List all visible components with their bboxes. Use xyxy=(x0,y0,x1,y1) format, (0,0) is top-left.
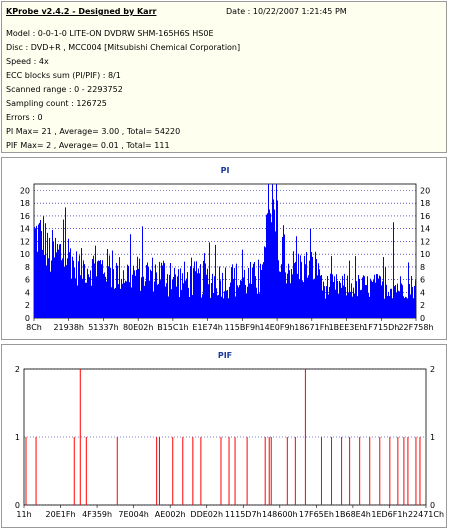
y-tick-label-right: 0 xyxy=(430,501,435,510)
x-tick-label: 22F758h xyxy=(398,323,433,332)
y-tick-label-left: 14 xyxy=(20,225,30,234)
pif-chart-panel: PIF 0 0 1 1 2 2 11h 20E1Fh 4F359h 7E004h AE002h DDE0… xyxy=(1,344,447,528)
x-tick-label: 14E0F9h xyxy=(260,323,295,332)
ecc-line: ECC blocks sum (PI/PIF) : 8/1 xyxy=(6,71,121,80)
x-tick-label: AE002h xyxy=(155,510,186,519)
x-tick-label: 7E004h xyxy=(118,510,148,519)
x-tick-label: 80E02h xyxy=(123,323,153,332)
x-tick-label: B15C1h xyxy=(157,323,188,332)
y-tick-label-right: 2 xyxy=(420,301,425,310)
y-tick-label-left: 4 xyxy=(25,288,30,297)
y-tick-label-left: 2 xyxy=(15,365,20,374)
y-tick-label-right: 18 xyxy=(420,199,430,208)
plot-frame xyxy=(23,368,427,506)
pi-chart: PI 0 0 2 2 4 4 6 6 8 8 10 10 12 12 14 14 16 16 18 18 20 20 8Ch 2… xyxy=(20,166,434,332)
y-tick-label-left: 0 xyxy=(25,314,30,323)
x-tick-label: 17F65Eh xyxy=(299,510,334,519)
x-tick-label: 1B68E4h xyxy=(335,510,371,519)
x-tick-label: 1F715Dh xyxy=(363,323,399,332)
x-tick-label: E1E74h xyxy=(192,323,222,332)
y-tick-label-left: 8 xyxy=(25,263,30,272)
y-tick-label-right: 8 xyxy=(420,263,425,272)
chart-title: PIF xyxy=(218,351,232,360)
x-tick-label: 51337h xyxy=(88,323,119,332)
x-tick-label: 115BF9h xyxy=(225,323,261,332)
y-tick-label-right: 4 xyxy=(420,288,425,297)
x-tick-label: 1ED6F1h xyxy=(371,510,407,519)
x-tick-label: 8Ch xyxy=(26,323,42,332)
x-tick-label: 1BEE3Eh xyxy=(329,323,365,332)
y-tick-label-left: 2 xyxy=(25,301,30,310)
y-tick-label-left: 12 xyxy=(20,237,30,246)
y-tick-label-right: 16 xyxy=(420,212,430,221)
x-tick-label: 22471Ch xyxy=(408,510,444,519)
y-tick-label-right: 12 xyxy=(420,237,430,246)
x-tick-label: 4F359h xyxy=(82,510,112,519)
sampling-line: Sampling count : 126725 xyxy=(6,99,107,108)
y-tick-label-left: 0 xyxy=(15,501,20,510)
app-title: KProbe v2.4.2 - Designed by Karr xyxy=(6,7,157,16)
y-tick-label-right: 1 xyxy=(430,433,435,442)
y-tick-label-left: 10 xyxy=(20,250,30,259)
y-tick-label-right: 10 xyxy=(420,250,430,259)
speed-line: Speed : 4x xyxy=(6,57,49,66)
x-tick-label: 20E1Fh xyxy=(46,510,76,519)
range-line: Scanned range : 0 - 2293752 xyxy=(6,85,123,94)
y-tick-label-left: 1 xyxy=(15,433,20,442)
x-tick-label: 11h xyxy=(16,510,31,519)
x-tick-label: DDE02h xyxy=(190,510,223,519)
y-tick-label-right: 14 xyxy=(420,225,430,234)
errors-line: Errors : 0 xyxy=(6,113,43,122)
y-tick-label-right: 20 xyxy=(420,186,430,195)
x-tick-label: 21938h xyxy=(53,323,84,332)
model-line: Model : 0-0-1-0 LITE-ON DVDRW SHM-165H6S… xyxy=(6,29,214,38)
y-tick-label-right: 6 xyxy=(420,276,425,285)
y-tick-label-left: 18 xyxy=(20,199,30,208)
pif-chart: PIF 0 0 1 1 2 2 11h 20E1Fh 4F359h 7E004h AE002h DDE0… xyxy=(15,351,444,519)
chart-title: PI xyxy=(221,166,230,175)
pi-chart-panel: PI 0 0 2 2 4 4 6 6 8 8 10 10 12 12 14 14 16 16 18 18 20 20 8Ch 2… xyxy=(1,157,447,340)
disc-line: Disc : DVD+R , MCC004 [Mitsubishi Chemic… xyxy=(6,43,241,52)
pif-summary-line: PIF Max= 2 , Average= 0.01 , Total= 111 xyxy=(6,141,170,150)
y-tick-label-left: 6 xyxy=(25,276,30,285)
x-tick-label: 148600h xyxy=(262,510,298,519)
scan-date: Date : 10/22/2007 1:21:45 PM xyxy=(226,7,347,16)
info-panel: KProbe v2.4.2 - Designed by Karr Date : … xyxy=(1,1,447,153)
y-tick-label-left: 16 xyxy=(20,212,30,221)
x-tick-label: 1115D7h xyxy=(225,510,262,519)
x-tick-label: 18671Fh xyxy=(294,323,329,332)
y-tick-label-right: 0 xyxy=(420,314,425,323)
pi-summary-line: PI Max= 21 , Average= 3.00 , Total= 5422… xyxy=(6,127,181,136)
y-tick-label-right: 2 xyxy=(430,365,435,374)
y-tick-label-left: 20 xyxy=(20,186,30,195)
